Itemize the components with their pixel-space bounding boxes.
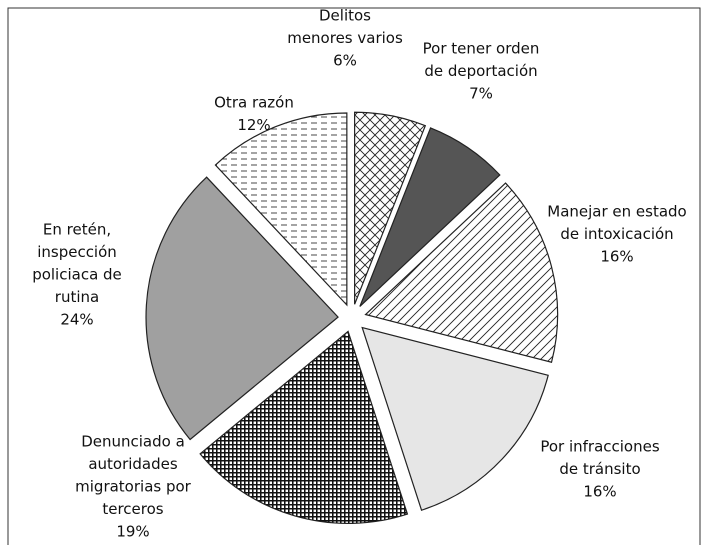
value-label: 19% [116,523,149,541]
slice-label: Por tener orden [423,40,540,58]
slice-label: En retén, [43,221,111,239]
slice-label: de tránsito [559,460,640,478]
slice-label: Por infracciones [540,438,660,456]
value-label: 16% [583,483,616,501]
slice-label: menores varios [287,29,403,47]
pie-slice [361,326,549,511]
slice-label: de intoxicación [560,225,673,243]
slice-label: Manejar en estado [547,203,686,221]
slice-label: rutina [55,288,99,306]
slice-label: Otra razón [214,94,294,112]
pie-slice [364,182,559,363]
slice-label: policiaca de [32,266,122,284]
value-label: 16% [600,248,633,266]
value-label: 7% [469,85,493,103]
value-label: 24% [60,311,93,329]
pie-slice [214,112,348,307]
pie-slice [145,176,339,441]
slice-label: autoridades [88,455,178,473]
value-label: 6% [333,52,357,70]
slice-label: de deportación [424,62,537,80]
pie-slice [354,111,427,305]
value-label: 12% [237,116,270,134]
slice-label: terceros [102,500,163,518]
pie-slice [199,330,409,525]
slice-label: migratorias por [75,478,192,496]
slice-label: Delitos [319,7,371,25]
pie-slice [359,127,501,307]
slice-label: inspección [37,243,117,261]
slice-label: Denunciado a [81,433,185,451]
